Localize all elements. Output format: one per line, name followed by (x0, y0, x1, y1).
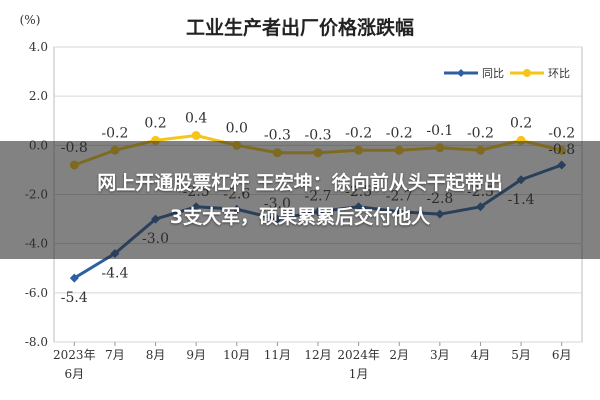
legend-marker-0 (457, 69, 465, 77)
x-tick-label-10-0: 4月 (471, 348, 491, 362)
x-tick-label-4-0: 10月 (223, 348, 250, 362)
data-label-s1-4: 0.0 (226, 120, 248, 136)
x-tick-label-0-1: 6月 (64, 367, 84, 381)
series-1-point-3 (191, 131, 201, 140)
x-tick-label-1-0: 7月 (105, 348, 125, 362)
x-tick-label-6-0: 12月 (304, 348, 331, 362)
data-label-s1-5: -0.3 (264, 128, 291, 144)
x-tick-label-0-0: 2023年 (53, 348, 96, 362)
x-tick-label-8-0: 2月 (389, 348, 409, 362)
data-label-s1-2: 0.2 (144, 115, 166, 131)
y-tick-label-1: 2.0 (29, 89, 48, 103)
y-tick-label-6: -8.0 (25, 335, 48, 349)
legend-marker-1 (523, 69, 531, 77)
legend-label-0: 同比 (482, 67, 504, 80)
series-0-point-0 (69, 273, 79, 283)
data-label-s0-0: -5.4 (61, 290, 88, 306)
x-tick-label-7-0: 2024年 (337, 348, 380, 362)
data-label-s1-11: 0.2 (510, 115, 532, 131)
x-tick-label-2-0: 8月 (146, 348, 166, 362)
overlay-line-1: 网上开通股票杠杆 王宏坤：徐向前从头干起带出 (97, 172, 503, 194)
data-label-s1-7: -0.2 (345, 125, 372, 141)
headline-overlay: 网上开通股票杠杆 王宏坤：徐向前从头干起带出 3支大军，硕果累累后交付他人 (0, 141, 600, 259)
data-label-s1-6: -0.3 (305, 128, 332, 144)
data-label-s1-9: -0.1 (426, 123, 453, 139)
chart-title: 工业生产者出厂价格涨跌幅 (186, 16, 414, 39)
x-tick-label-7-1: 1月 (349, 367, 369, 381)
data-label-s1-1: -0.2 (101, 125, 128, 141)
data-label-s1-3: 0.4 (185, 111, 207, 127)
data-label-s1-8: -0.2 (386, 125, 413, 141)
data-label-s1-12: -0.2 (548, 125, 575, 141)
overlay-line-2: 3支大军，硕果累累后交付他人 (169, 206, 431, 228)
y-axis-unit: (%) (20, 13, 41, 27)
y-tick-label-5: -6.0 (25, 286, 48, 300)
data-label-s0-1: -4.4 (101, 266, 128, 282)
x-tick-label-9-0: 3月 (430, 348, 450, 362)
legend-label-1: 环比 (548, 67, 570, 80)
x-tick-label-12-0: 6月 (552, 348, 572, 362)
y-tick-label-0: 4.0 (29, 40, 48, 54)
x-tick-label-3-0: 9月 (186, 348, 206, 362)
x-tick-label-5-0: 11月 (264, 348, 291, 362)
data-label-s1-10: -0.2 (467, 125, 494, 141)
x-tick-label-11-0: 5月 (511, 348, 531, 362)
